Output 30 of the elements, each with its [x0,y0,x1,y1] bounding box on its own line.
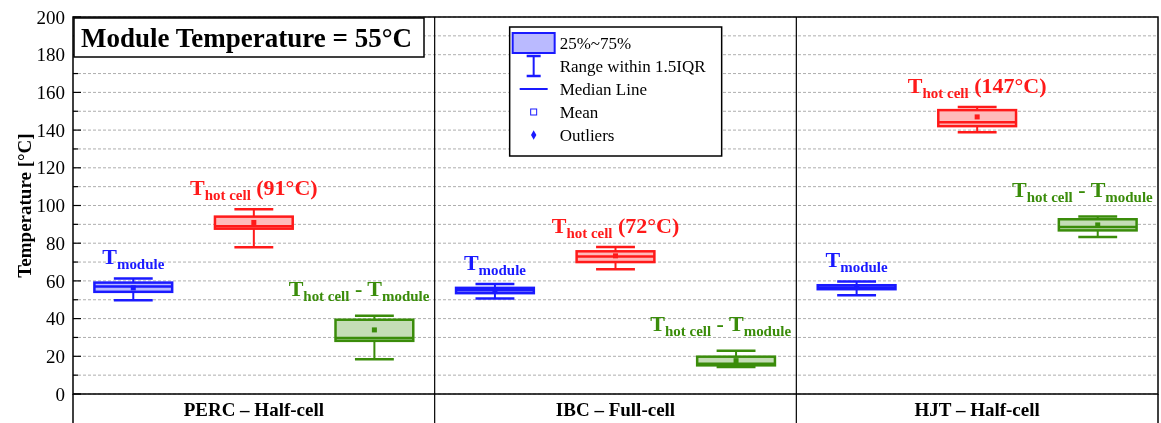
y-tick-label: 40 [46,308,65,330]
annotation: Mean [559,102,599,122]
y-tick-label: 60 [46,270,65,292]
annotation: T$_{module}$ [463,250,527,278]
annotation: T$_{hot cell}$ - T$_{module}$ [1011,176,1154,205]
annotation: T$_{hot cell}$ (72°C) [551,212,680,241]
y-tick-label: 120 [36,157,65,179]
annotation: T$_{module}$ [102,244,165,272]
x-tick-label: IBC – Full-cell [555,399,676,420]
y-tick-label: 20 [46,345,65,367]
annotation: T$_{hot cell}$ - T$_{module}$ [650,310,792,339]
annotation: T$_{hot cell}$ (91°C) [190,175,318,203]
y-axis-title: Temperature [°C] [14,133,35,278]
annotation: T$_{module}$ [825,247,888,275]
y-tick-label: 100 [36,195,65,217]
x-tick-label: HJT – Half-cell [914,399,1040,420]
annotation: Outliers [559,125,615,145]
annotation: 25%~75% [559,33,632,53]
y-tick-label: 160 [36,82,65,104]
y-tick-label: 140 [36,119,65,141]
y-tick-label: 0 [55,383,65,405]
y-tick-label: 200 [36,6,65,28]
annotation: Range within 1.5IQR [559,56,707,76]
y-tick-label: 180 [36,44,65,66]
x-tick-label: PERC – Half-cell [183,399,325,420]
annotation: Median Line [559,79,648,99]
y-tick-label: 80 [46,232,65,254]
chart-title: Module Temperature = 55°C [81,23,412,53]
annotation: T$_{hot cell}$ - T$_{module}$ [288,275,430,304]
annotation: T$_{hot cell}$ (147°C) [907,72,1047,101]
